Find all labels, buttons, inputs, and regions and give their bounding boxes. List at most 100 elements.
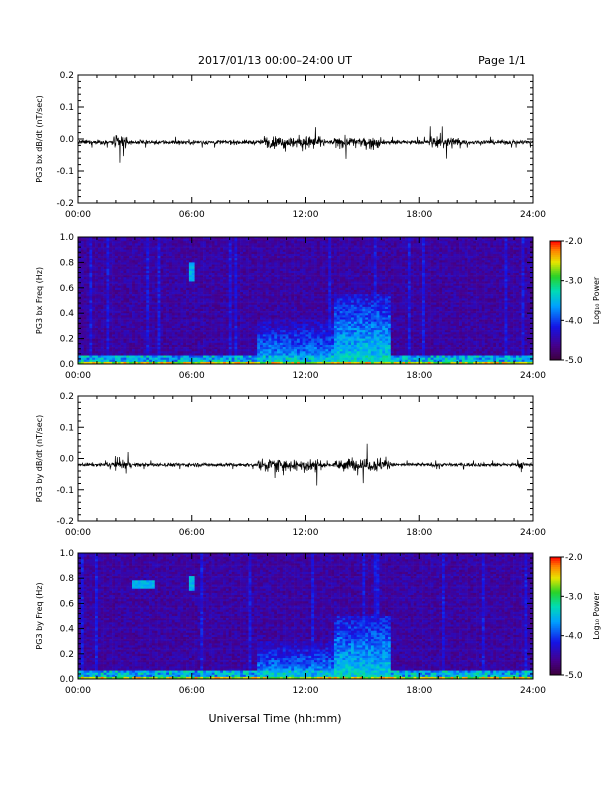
spectrogram-cell — [231, 247, 235, 250]
spectrogram-cell — [308, 237, 312, 240]
spectrogram-cell — [143, 285, 147, 289]
spectrogram-cell — [302, 287, 306, 291]
spectrogram-cell — [231, 332, 235, 335]
spectrogram-cell — [177, 285, 181, 289]
spectrogram-cell — [211, 258, 215, 261]
spectrogram-cell — [305, 330, 309, 333]
spectrogram-cell — [299, 292, 303, 295]
spectrogram-cell — [149, 325, 153, 329]
spectrogram-cell — [254, 332, 258, 335]
spectrogram-cell — [282, 361, 286, 365]
spectrogram-cell — [126, 359, 130, 363]
spectrogram-cell — [166, 330, 170, 333]
spectrogram-cell — [260, 334, 264, 337]
spectrogram-cell — [126, 361, 130, 365]
spectrogram-cell — [257, 239, 261, 242]
spectrogram-cell — [237, 251, 241, 255]
spectrogram-cell — [137, 315, 141, 318]
spectrogram-cell — [177, 266, 181, 270]
spectrogram-cell — [279, 355, 284, 358]
spectrogram-cell — [188, 334, 193, 337]
spectrogram-cell — [203, 243, 207, 246]
spectrogram-cell — [160, 313, 164, 316]
spectrogram-cell — [262, 272, 266, 276]
spectrogram-cell — [194, 268, 198, 272]
spectrogram-cell — [78, 251, 82, 255]
spectrogram-cell — [277, 342, 281, 346]
spectrogram-cell — [171, 304, 175, 308]
spectrogram-cell — [171, 311, 175, 314]
spectrogram-cell — [194, 264, 198, 267]
spectrogram-cell — [123, 336, 127, 339]
spectrogram-cell — [163, 279, 167, 282]
spectrogram-cell — [214, 338, 218, 342]
spectrogram-cell — [183, 292, 187, 295]
spectrogram-cell — [103, 298, 107, 301]
spectrogram-cell — [214, 336, 218, 339]
spectrogram-cell — [109, 353, 113, 356]
spectrogram-cell — [134, 319, 139, 322]
spectrogram-cell — [129, 319, 133, 322]
spectrogram-cell — [174, 336, 178, 339]
spectrogram-cell — [245, 298, 249, 301]
spectrogram-cell — [171, 347, 175, 350]
spectrogram-cell — [106, 334, 110, 337]
spectrogram-cell — [117, 279, 121, 282]
spectrogram-cell — [112, 300, 116, 303]
spectrogram-cell — [211, 266, 215, 270]
spectrogram-cell — [180, 353, 184, 356]
spectrogram-cell — [205, 319, 210, 322]
spectrogram-cell — [140, 237, 144, 240]
spectrogram-cell — [197, 245, 201, 248]
spectrogram-cell — [223, 323, 227, 327]
spectrogram-cell — [217, 325, 221, 329]
spectrogram-cell — [106, 332, 110, 335]
spectrogram-cell — [95, 349, 99, 352]
spectrogram-cell — [137, 243, 141, 246]
spectrogram-cell — [240, 328, 244, 331]
spectrogram-cell — [302, 317, 306, 320]
spectrogram-cell — [302, 306, 306, 310]
spectrogram-cell — [112, 285, 116, 289]
spectrogram-cell — [163, 275, 167, 278]
spectrogram-cell — [171, 281, 175, 284]
spectrogram-cell — [163, 239, 167, 242]
spectrogram-cell — [271, 294, 275, 297]
spectrogram-cell — [146, 300, 150, 303]
spectrogram-cell — [188, 258, 193, 261]
spectrogram-cell — [265, 328, 269, 331]
spectrogram-cell — [78, 359, 82, 363]
spectrogram-cell — [106, 292, 110, 295]
spectrogram-cell — [197, 334, 201, 337]
spectrogram-cell — [257, 332, 261, 335]
spectrogram-cell — [188, 249, 193, 253]
spectrogram-cell — [117, 247, 121, 250]
spectrogram-cell — [163, 264, 167, 267]
spectrogram-cell — [149, 281, 153, 284]
spectrogram-cell — [97, 344, 102, 348]
spectrogram-cell — [95, 277, 99, 280]
spectrogram-cell — [83, 258, 87, 261]
spectrogram-cell — [149, 353, 153, 356]
spectrogram-cell — [299, 260, 303, 263]
spectrogram-cell — [126, 253, 130, 257]
spectrogram-cell — [151, 304, 156, 308]
spectrogram-cell — [205, 251, 210, 255]
spectrogram-cell — [279, 361, 284, 365]
spectrogram-cell — [197, 275, 201, 278]
spectrogram-cell — [129, 247, 133, 250]
spectrogram-cell — [132, 351, 136, 354]
spectrogram-cell — [240, 357, 244, 361]
spectrogram-cell — [160, 334, 164, 337]
spectrogram-cell — [194, 304, 198, 308]
spectrogram-cell — [143, 268, 147, 272]
spectrogram-cell — [234, 349, 238, 352]
spectrogram-cell — [78, 319, 82, 322]
spectrogram-cell — [254, 311, 258, 314]
spectrogram-cell — [166, 325, 170, 329]
spectrogram-cell — [234, 281, 238, 284]
spectrogram-cell — [109, 349, 113, 352]
spectrogram-cell — [177, 262, 181, 265]
spectrogram-cell — [183, 328, 187, 331]
spectrogram-cell — [188, 332, 193, 335]
